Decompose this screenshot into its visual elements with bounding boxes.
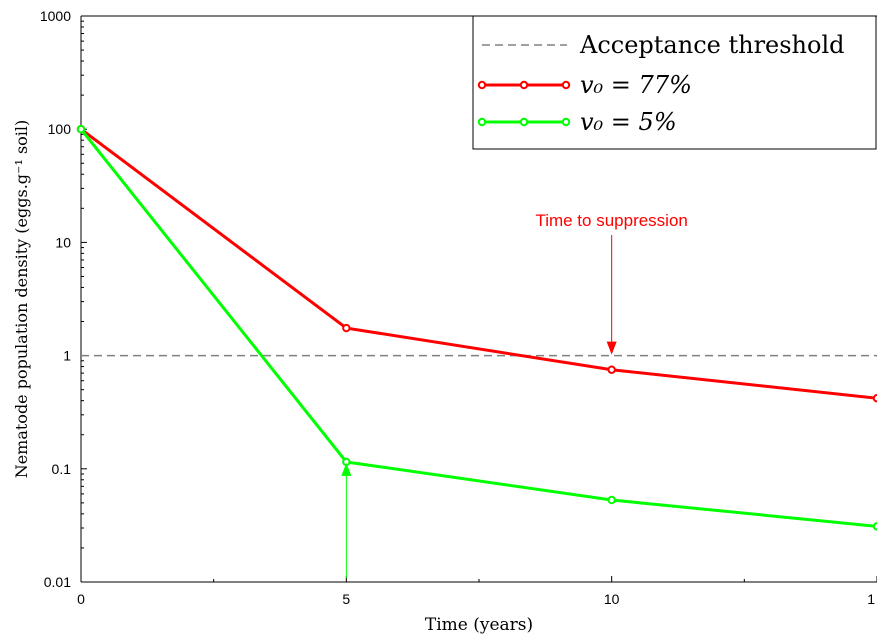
legend-marker-1 [561, 80, 571, 90]
annotation-text: Time to suppression [535, 211, 687, 230]
series-line-2 [79, 128, 877, 528]
x-tick-label: 10 [604, 591, 620, 607]
series-point-1 [342, 323, 351, 333]
annotation-arrow-head-2 [341, 462, 352, 476]
legend: Acceptance threshold v₀ = 77% v₀ = 5% [472, 15, 877, 150]
legend-box [472, 15, 877, 150]
axes: 0.01 0.1 1 10 100 1000 0 5 10 1 [40, 8, 877, 607]
y-tick-label: 100 [48, 121, 72, 137]
legend-label-0: Acceptance threshold [579, 31, 845, 59]
series-point-2 [76, 125, 86, 134]
y-tick-label: 0.01 [44, 574, 71, 590]
annotation-layer: Time to suppression [341, 211, 688, 578]
series-point-2 [607, 495, 616, 505]
legend-marker-1 [477, 80, 487, 90]
y-axis-label: Nematode population density (eggs.g⁻¹ so… [12, 120, 31, 479]
series-layer [76, 125, 877, 531]
legend-label-1: v₀ = 77% [580, 71, 692, 99]
x-tick-label: 5 [342, 591, 350, 607]
x-axis-label: Time (years) [425, 615, 533, 635]
annotation-arrow-head [606, 341, 617, 355]
legend-marker-2 [519, 117, 529, 127]
legend-label-2: v₀ = 5% [580, 108, 677, 136]
x-tick-label: 1 [867, 591, 875, 607]
legend-marker-2 [561, 117, 571, 127]
series-line-1 [80, 127, 877, 400]
y-tick-label: 1 [63, 348, 71, 364]
y-tick-label: 10 [55, 234, 71, 250]
y-tick-label: 0.1 [52, 461, 72, 477]
y-tick-label: 1000 [40, 8, 71, 24]
legend-marker-1 [519, 80, 529, 90]
x-tick-label: 0 [77, 591, 85, 607]
series-point-1 [607, 365, 616, 374]
legend-marker-2 [477, 117, 487, 127]
